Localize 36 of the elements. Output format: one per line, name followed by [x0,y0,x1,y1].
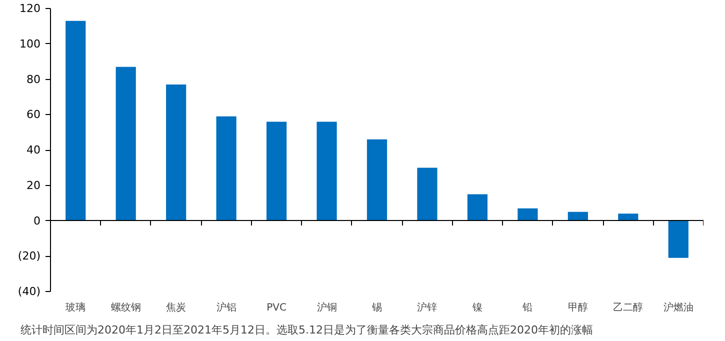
x-tick-label: 沪锌 [417,302,438,314]
y-tick-label: (40) [18,285,41,298]
x-tick-label: 沪铝 [216,302,236,314]
bar [467,194,488,221]
y-tick-label: 100 [20,37,41,50]
x-tick-label: 沪铜 [316,302,337,314]
bar [618,214,638,221]
bar [166,84,186,221]
bar [316,122,337,221]
bar [366,139,388,221]
y-tick-label: 120 [20,2,41,15]
bar [417,168,438,221]
y-tick-label: 80 [26,72,41,86]
x-tick-label: 焦炭 [166,302,186,314]
bar [116,66,136,221]
bar [266,122,287,221]
bar [668,220,688,258]
y-tick-label: 60 [26,108,41,122]
y-tick-label: 40 [26,144,41,156]
x-tick-label: 乙二醇 [613,302,644,314]
x-tick-label: 沪燃油 [663,302,694,314]
x-tick-label: 甲醇 [568,302,588,314]
bar [518,208,538,221]
x-tick-label: 玻璃 [66,302,86,314]
bar [216,116,236,221]
x-tick-label: PVC [266,302,286,314]
text: 统计时间区间为2020年1月2日至2021年5月12日。选取5.12日是为了衡量各类大宗商品价格高点距2020年初的涨幅 [20,324,593,336]
y-tick-label: (20) [18,250,41,263]
y-tick-label: 0 [34,214,40,228]
x-tick-label: 锡 [371,302,382,314]
x-tick-label: 镍 [471,302,482,314]
x-tick-label: 铅 [522,302,533,314]
x-tick-label: 螺纹钢 [110,302,141,314]
bar [568,212,588,221]
bar [66,20,86,221]
y-tick-label: 20 [26,178,41,192]
